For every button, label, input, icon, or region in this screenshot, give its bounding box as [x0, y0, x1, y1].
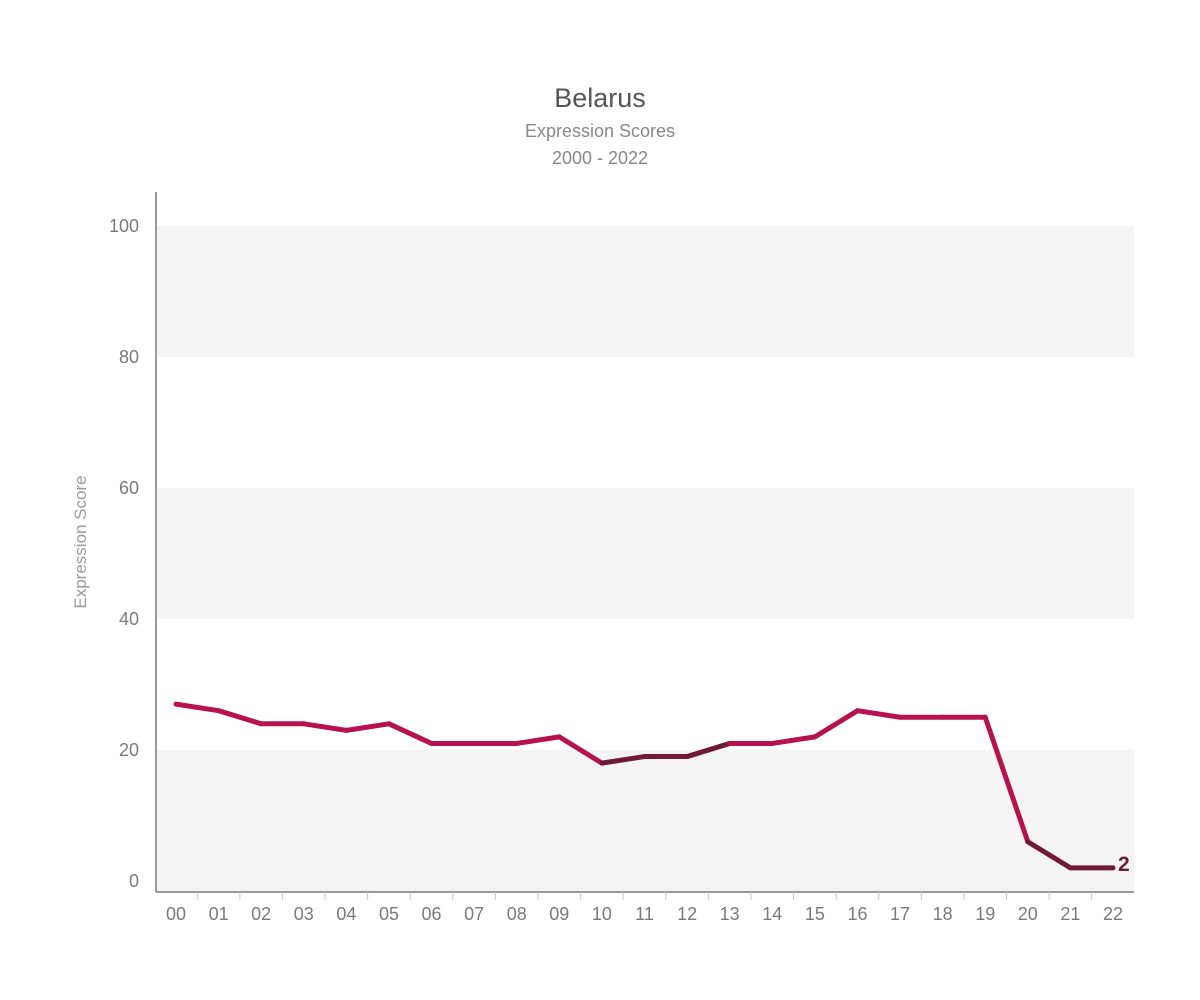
grid-bands [156, 226, 1134, 892]
chart-title: Belarus [554, 83, 646, 113]
grid-band [156, 750, 1134, 892]
x-tick-label: 22 [1103, 904, 1123, 924]
series-segment [173, 701, 222, 714]
x-tick-label: 03 [294, 904, 314, 924]
series-segment [514, 734, 562, 746]
x-tick-label: 05 [379, 904, 399, 924]
y-axis-title: Expression Score [71, 475, 90, 608]
x-tick-label: 08 [507, 904, 527, 924]
series-segment [684, 740, 733, 760]
series-segment [1025, 839, 1073, 871]
x-tick-label: 12 [677, 904, 697, 924]
x-tick-label: 16 [847, 904, 867, 924]
x-tick-label: 19 [975, 904, 995, 924]
x-tick-label: 02 [251, 904, 271, 924]
x-tick-label: 04 [336, 904, 356, 924]
chart-subtitle: Expression Scores [525, 121, 675, 141]
series-segment [812, 708, 860, 740]
y-tick-label: 60 [119, 478, 139, 498]
x-tick-label: 11 [635, 904, 654, 924]
y-tick-label: 80 [119, 347, 139, 367]
series-segment [854, 708, 903, 720]
x-tick-label: 13 [720, 904, 740, 924]
grid-band [156, 226, 1134, 357]
series-segment [301, 721, 349, 733]
chart-date-range: 2000 - 2022 [552, 148, 648, 168]
end-value-label: 2 [1118, 853, 1130, 876]
x-tick-labels: 00 01 02 03 04 05 06 07 08 09 10 11 12 13 14 15 16 17 18 19… [166, 892, 1123, 924]
grid-band [156, 488, 1134, 619]
x-tick-label: 00 [166, 904, 186, 924]
series-segment [343, 721, 392, 733]
x-tick-label: 18 [933, 904, 953, 924]
y-tick-label: 100 [109, 216, 139, 236]
x-tick-label: 17 [890, 904, 910, 924]
y-tick-label: 40 [119, 609, 139, 629]
x-tick-label: 20 [1018, 904, 1038, 924]
x-tick-label: 01 [209, 904, 229, 924]
y-tick-label: 0 [129, 871, 139, 891]
x-tick-label: 10 [592, 904, 612, 924]
x-tick-label: 14 [762, 904, 782, 924]
x-tick-label: 15 [805, 904, 825, 924]
x-tick-label: 09 [549, 904, 569, 924]
series-segment [982, 714, 1031, 845]
y-tick-labels: 0 20 40 60 80 100 [109, 216, 139, 891]
x-tick-label: 21 [1060, 904, 1080, 924]
series-segment [599, 754, 647, 766]
x-tick-label: 06 [422, 904, 442, 924]
x-tick-label: 07 [464, 904, 484, 924]
series-segment [216, 708, 264, 727]
axes [155, 192, 1134, 893]
series-line [173, 701, 1116, 871]
y-tick-label: 20 [119, 740, 139, 760]
series-segment [386, 721, 435, 746]
series-segment [556, 734, 605, 766]
series-segment [769, 734, 818, 746]
